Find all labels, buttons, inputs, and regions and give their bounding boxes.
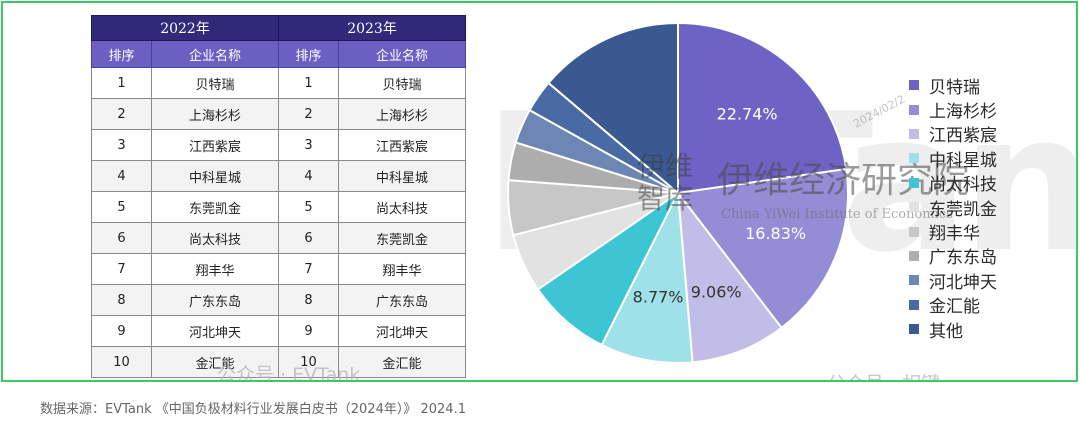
legend-label: 尚太科技	[929, 175, 997, 196]
rank-2022-cell: 4	[91, 160, 152, 192]
pie-data-label: 22.74%	[717, 104, 778, 123]
legend-swatch	[909, 226, 919, 237]
legend-item: 金汇能	[909, 293, 997, 317]
rank-2023-cell: 1	[278, 67, 340, 99]
company-2023-cell: 金汇能	[338, 346, 467, 378]
pie-slice	[547, 21, 679, 196]
table-row: 10 金汇能 10 金汇能	[91, 346, 467, 378]
legend-swatch	[909, 275, 919, 286]
rank-2022-cell: 8	[91, 284, 152, 316]
legend-label: 金汇能	[929, 297, 980, 318]
company-2022-cell: 金汇能	[150, 346, 280, 378]
company-2022-cell: 中科星城	[150, 160, 280, 192]
legend-label: 翔丰华	[929, 224, 980, 245]
table-row: 3 江西紫宸 3 江西紫宸	[91, 129, 467, 161]
company-2022-cell: 尚太科技	[150, 222, 280, 254]
company-2023-cell: 河北坤天	[338, 315, 467, 347]
company-2023-cell: 江西紫宸	[338, 129, 467, 161]
legend-item: 广东东岛	[909, 244, 997, 268]
legend-swatch	[909, 202, 919, 213]
legend-label: 江西紫宸	[929, 126, 997, 147]
company-2022-cell: 江西紫宸	[150, 129, 280, 161]
rank-2023-cell: 6	[278, 222, 340, 254]
rank-2023-cell: 10	[278, 346, 340, 378]
company-2023-cell: 贝特瑞	[338, 67, 467, 99]
legend-item: 中科星城	[909, 146, 997, 171]
legend-swatch	[909, 80, 919, 91]
rank-2022-cell: 1	[91, 67, 152, 99]
legend-item: 江西紫宸	[909, 122, 997, 146]
company-2022-cell: 上海杉杉	[150, 98, 280, 130]
company-2023-cell: 广东东岛	[338, 284, 467, 316]
rank-2023-cell: 8	[278, 284, 340, 316]
rank-2022-cell: 9	[91, 315, 152, 347]
legend-swatch	[909, 104, 919, 115]
legend-swatch	[909, 324, 919, 335]
legend-swatch	[909, 153, 919, 164]
legend-swatch	[909, 299, 919, 310]
legend-label: 上海杉杉	[929, 102, 997, 123]
content-frame: EVTank 研究院 te of Economics 2022年 2023年 排…	[1, 1, 1078, 382]
legend-item: 东莞凯金	[909, 195, 997, 220]
rank-2022-cell: 7	[91, 253, 152, 285]
pie-slice	[676, 167, 849, 330]
legend-label: 河北坤天	[929, 272, 997, 293]
legend-swatch	[909, 177, 919, 188]
legend-item: 尚太科技	[909, 171, 997, 195]
company-2022-cell: 河北坤天	[150, 315, 280, 347]
table-row: 8 广东东岛 8 广东东岛	[91, 284, 467, 316]
legend-item: 其他	[909, 317, 997, 342]
legend-label: 其他	[929, 321, 963, 342]
pie-legend: 贝特瑞上海杉杉江西紫宸中科星城尚太科技东莞凯金翔丰华广东东岛河北坤天金汇能其他	[909, 73, 997, 342]
legend-label: 东莞凯金	[929, 199, 997, 220]
pie-slice	[676, 189, 783, 364]
year-2023-header: 2023年	[278, 15, 467, 41]
company-column-header-2022: 企业名称	[150, 40, 280, 68]
rank-2022-cell: 3	[91, 129, 152, 161]
rank-column-header-2022: 排序	[91, 40, 152, 68]
company-2023-cell: 尚太科技	[338, 191, 467, 223]
legend-label: 广东东岛	[929, 248, 997, 269]
rank-2023-cell: 9	[278, 315, 340, 347]
legend-swatch	[909, 128, 919, 139]
pie-slice	[600, 189, 694, 364]
table-row: 7 翔丰华 7 翔丰华	[91, 253, 467, 285]
legend-label: 贝特瑞	[929, 77, 980, 98]
rank-2022-cell: 5	[91, 191, 152, 223]
table-row: 4 中科星城 4 中科星城	[91, 160, 467, 192]
rank-2023-cell: 2	[278, 98, 340, 130]
company-2022-cell: 翔丰华	[150, 253, 280, 285]
rank-2023-cell: 5	[278, 191, 340, 223]
company-2022-cell: 东莞凯金	[150, 191, 280, 223]
company-2022-cell: 贝特瑞	[150, 67, 280, 99]
pie-data-label: 9.06%	[691, 282, 742, 301]
data-source-note: 数据来源：EVTank 《中国负极材料行业发展白皮书（2024年）》 2024.…	[40, 402, 466, 417]
pie-data-label: 8.77%	[633, 288, 684, 307]
pie-data-label: 16.83%	[745, 224, 806, 243]
market-share-pie-chart: 22.74% 16.83% 9.06% 8.77%	[507, 21, 849, 364]
ranking-table: 2022年 2023年 排序 企业名称 排序 企业名称 1 贝特瑞 1 贝特瑞 …	[90, 15, 467, 378]
table-row: 1 贝特瑞 1 贝特瑞	[91, 67, 467, 99]
legend-item: 上海杉杉	[909, 97, 997, 123]
company-column-header-2023: 企业名称	[338, 40, 467, 68]
legend-swatch	[909, 250, 919, 261]
table-row: 5 东莞凯金 5 尚太科技	[91, 191, 467, 223]
company-2023-cell: 东莞凯金	[338, 222, 467, 254]
legend-label: 中科星城	[929, 150, 997, 171]
legend-item: 翔丰华	[909, 219, 997, 245]
rank-2022-cell: 10	[91, 346, 152, 378]
rank-2022-cell: 6	[91, 222, 152, 254]
rank-2022-cell: 2	[91, 98, 152, 130]
table-row: 9 河北坤天 9 河北坤天	[91, 315, 467, 347]
pie-slice	[677, 21, 848, 195]
rank-column-header-2023: 排序	[278, 40, 340, 68]
table-row: 6 尚太科技 6 东莞凯金	[91, 222, 467, 254]
company-2022-cell: 广东东岛	[150, 284, 280, 316]
legend-item: 贝特瑞	[909, 73, 997, 98]
legend-item: 河北坤天	[909, 268, 997, 293]
rank-2023-cell: 7	[278, 253, 340, 285]
